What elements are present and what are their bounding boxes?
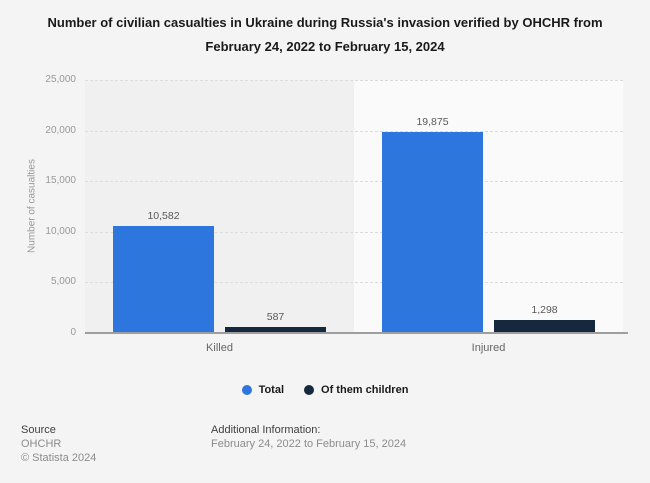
source-heading: Source [21,424,56,436]
bar-with-label: 1,298 [494,304,595,333]
y-tick-label: 10,000 [45,225,76,237]
bar-value-label: 1,298 [531,304,558,316]
y-tick-label: 15,000 [45,175,76,187]
grid-line [85,231,623,233]
y-tick-label: 5,000 [50,276,76,288]
grid-line [85,282,623,284]
statista-copyright: © Statista 2024 [21,452,97,464]
y-axis-title: Number of casualties [26,159,38,253]
bar-with-label: 10,582 [113,210,214,333]
grid-line [85,80,623,81]
legend-item-of-them-children[interactable]: Of them children [304,384,408,396]
legend-label: Of them children [321,384,409,396]
legend-item-total[interactable]: Total [241,384,285,396]
source-name: OHCHR [21,438,62,450]
bar-with-label: 19,875 [382,116,483,333]
legend-dot-icon [241,385,252,395]
bar-value-label: 19,875 [416,116,449,128]
bar-of-them-children-injured[interactable] [494,320,595,333]
x-axis-label-killed: Killed [206,342,233,354]
legend-label: Total [258,384,285,396]
bar-with-label: 587 [225,311,326,333]
bar-group-injured: 19,875 1,298 [354,80,623,333]
grid-line [85,181,623,183]
legend: Total Of them children [0,384,650,396]
additional-info-heading: Additional Information: [211,424,321,436]
plot-area: 10,582 587 19,875 1,298 [85,80,623,333]
bar-value-label: 10,582 [147,210,180,222]
y-tick-label: 20,000 [45,124,76,136]
chart-title: Number of civilian casualties in Ukraine… [47,15,603,54]
bar-value-label: 587 [266,311,285,323]
bar-of-them-children-killed[interactable] [225,327,326,333]
x-axis-label-injured: Injured [471,342,506,354]
legend-dot-icon [304,385,315,395]
bar-group-killed: 10,582 587 [85,80,354,333]
bar-total-injured[interactable] [382,132,483,333]
x-axis-line [85,332,628,334]
bar-total-killed[interactable] [113,226,214,333]
grid-line [85,130,623,132]
footer-additional-block: Additional Information: February 24, 202… [211,423,406,451]
additional-info-text: February 24, 2022 to February 15, 2024 [211,438,407,450]
y-tick-label: 0 [70,327,76,338]
y-tick-label: 25,000 [45,74,76,85]
footer-source-block: Source OHCHR © Statista 2024 [21,423,96,465]
